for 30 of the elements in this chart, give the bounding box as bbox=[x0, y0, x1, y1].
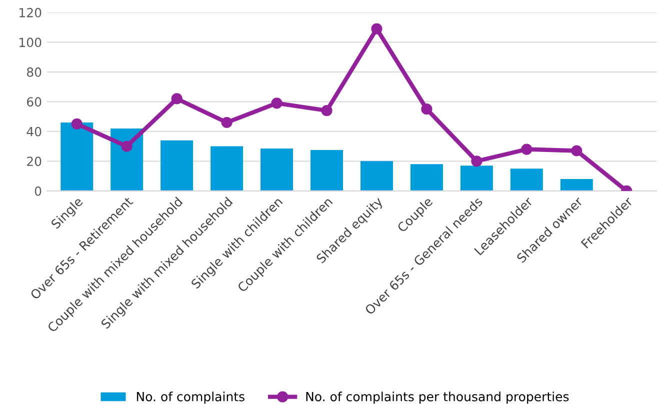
bar bbox=[160, 140, 194, 191]
y-tick-label: 0 bbox=[34, 186, 42, 196]
point bbox=[421, 104, 432, 115]
point bbox=[71, 118, 82, 130]
bar bbox=[60, 122, 94, 191]
point bbox=[521, 144, 532, 155]
y-tick-label: 80 bbox=[26, 67, 42, 77]
y-tick-label: 120 bbox=[20, 8, 42, 18]
point bbox=[571, 145, 582, 156]
bar bbox=[260, 148, 294, 191]
point bbox=[271, 98, 282, 109]
y-tick-label: 40 bbox=[26, 126, 42, 136]
point bbox=[471, 156, 482, 167]
y-tick-label: 60 bbox=[27, 97, 42, 107]
point bbox=[321, 105, 332, 116]
y-tick-label: 20 bbox=[27, 156, 42, 166]
point bbox=[171, 93, 182, 104]
legend-label: No. of complaints bbox=[136, 392, 244, 404]
point bbox=[121, 140, 132, 152]
bar bbox=[210, 146, 244, 191]
bar bbox=[460, 166, 493, 191]
point bbox=[371, 23, 382, 34]
bar bbox=[560, 179, 593, 191]
legend-label: No. of complaints per thousand properties bbox=[306, 392, 569, 404]
point bbox=[221, 116, 232, 128]
bar bbox=[360, 161, 393, 191]
y-tick-label: 100 bbox=[20, 38, 42, 48]
bar bbox=[310, 150, 344, 191]
bar bbox=[410, 164, 443, 191]
bar bbox=[510, 168, 543, 191]
